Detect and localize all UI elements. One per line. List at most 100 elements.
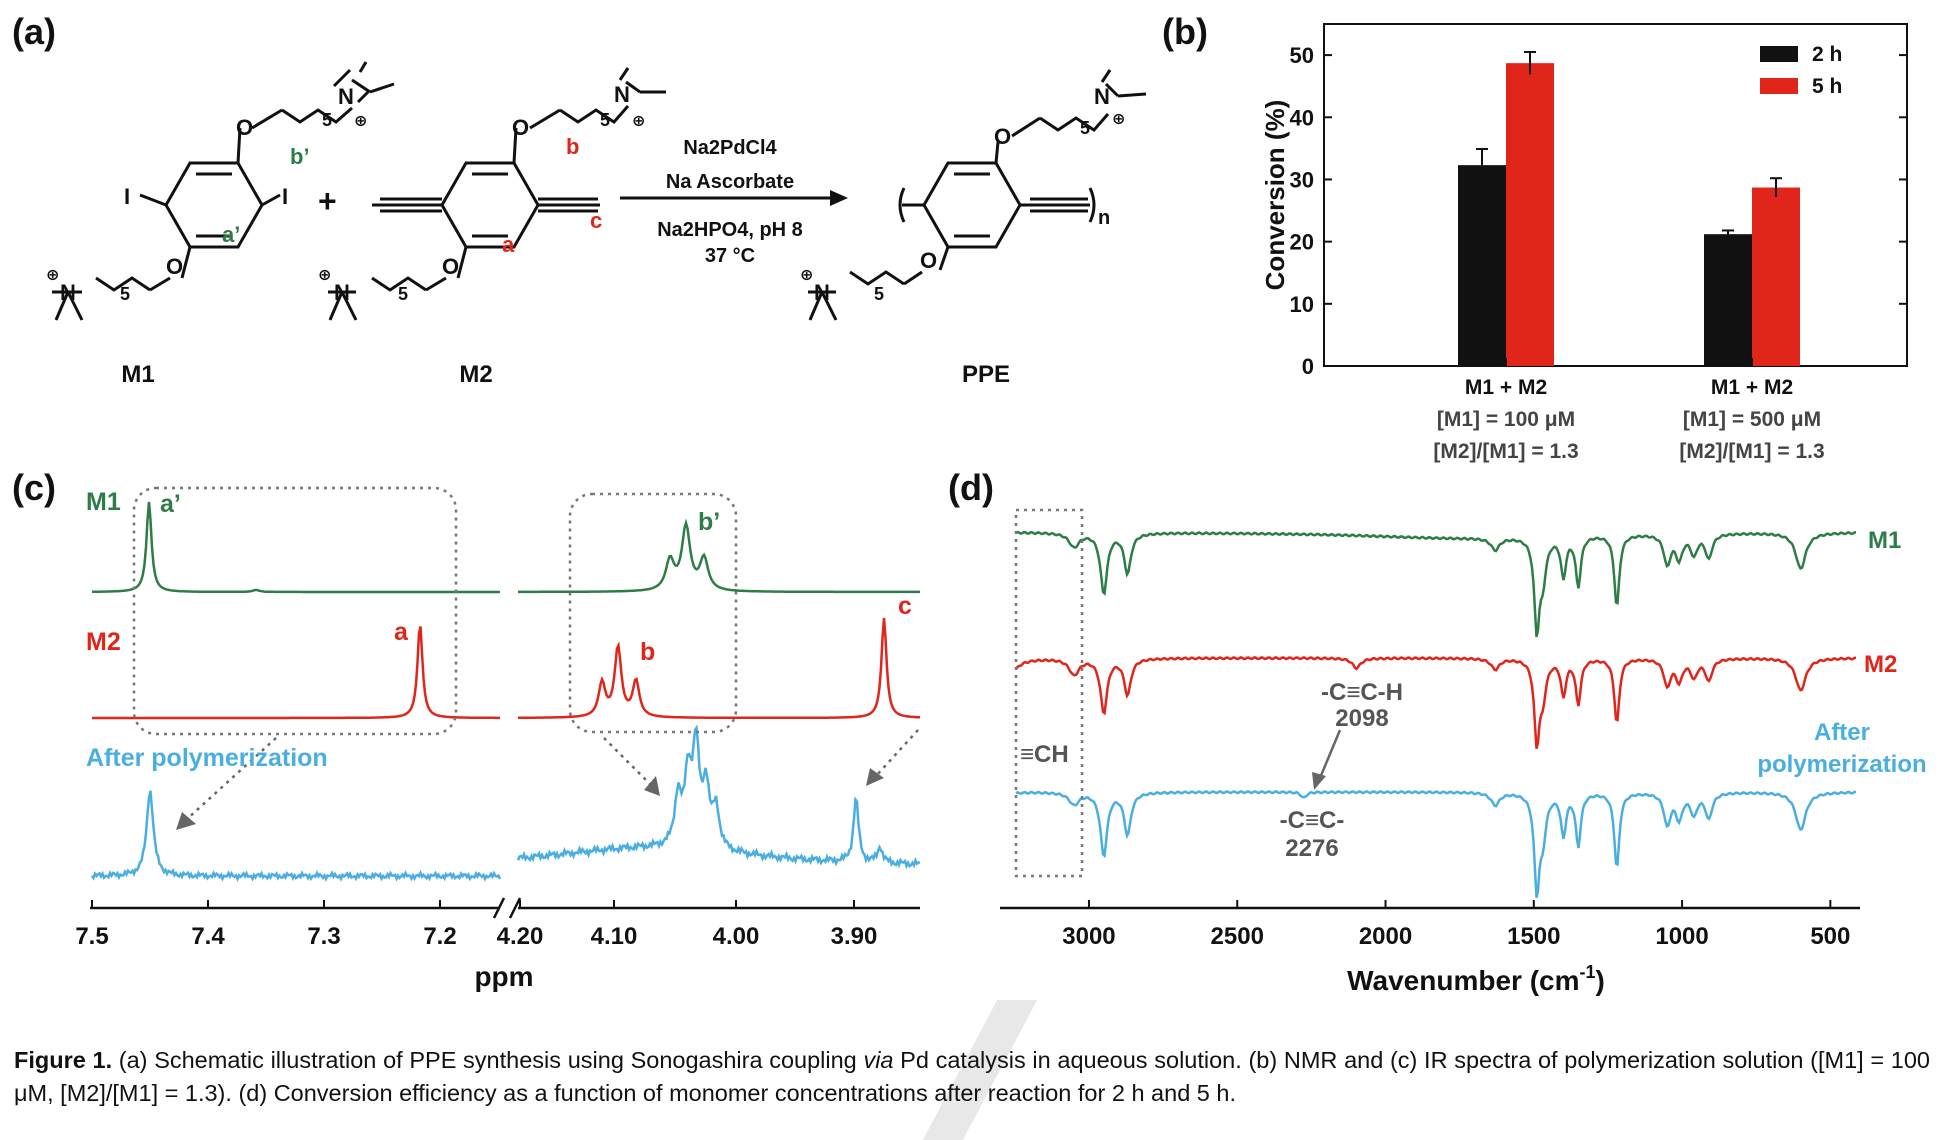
ir-label-after-2: polymerization — [1757, 751, 1926, 778]
ir-label-m2: M2 — [1864, 651, 1897, 678]
nmr-trace-after-right — [516, 724, 920, 870]
reagent-4: 37 °C — [705, 245, 755, 267]
reaction-scheme — [52, 61, 1147, 321]
bar-2h-0 — [1458, 165, 1506, 366]
legend-swatch-5h — [1760, 78, 1798, 94]
ppe-subscript-n: n — [1098, 207, 1110, 229]
y-tick-label: 30 — [1290, 167, 1314, 192]
ir-trace-after — [1015, 790, 1857, 898]
nmr-tick-label: 4.00 — [713, 923, 760, 950]
legend-label-5h: 5 h — [1812, 75, 1842, 98]
nmr-tick-label: 3.90 — [831, 923, 878, 950]
m2-five-top: 5 — [600, 110, 610, 130]
caption-label: Figure 1. — [14, 1047, 113, 1073]
legend-swatch-2h — [1760, 46, 1798, 62]
proton-a: a — [502, 232, 515, 257]
nmr-tick-label: 7.4 — [191, 923, 225, 950]
category-label-line: M1 + M2 — [1465, 376, 1547, 399]
m1-oxygen-top: O — [236, 115, 253, 140]
nmr-x-label: ppm — [474, 961, 533, 992]
ir-tick-label: 2000 — [1359, 923, 1412, 950]
m2-oxygen-bottom: O — [442, 254, 459, 279]
y-tick-label: 0 — [1302, 354, 1314, 379]
m2-nitrogen-top: N — [614, 82, 630, 107]
iodine-left: I — [124, 184, 130, 209]
ir-label-ch: ≡CH — [1020, 741, 1069, 768]
ir-tick-label: 2500 — [1211, 923, 1264, 950]
nmr-trace-after-left — [90, 790, 502, 883]
ir-trace-m1 — [1015, 530, 1856, 638]
m1-five-bottom: 5 — [120, 284, 130, 304]
y-tick-label: 20 — [1290, 230, 1314, 255]
nmr-label-a: a — [394, 618, 409, 646]
ppe-label: PPE — [962, 361, 1010, 388]
bar-5h-1 — [1752, 187, 1800, 366]
ppe-nitrogen-top: N — [1094, 84, 1110, 109]
ppe-oxygen-top: O — [994, 124, 1011, 149]
reagent-2: Na Ascorbate — [666, 171, 794, 193]
m1-five-top: 5 — [322, 110, 332, 130]
ir-tick-label: 1500 — [1507, 923, 1560, 950]
bar-chart-legend: 2 h 5 h — [1760, 43, 1842, 98]
nmr-trace-m1-right — [518, 518, 920, 594]
ppe-charge-top: ⊕ — [1112, 111, 1125, 128]
ir-x-ticks: 3000 2500 2000 1500 1000 500 — [1062, 900, 1850, 950]
nmr-spectra-panel: 7.5 7.4 7.3 7.2 4.20 4.10 4.00 3.90 ppm M1 a’ b… — [75, 486, 921, 992]
ir-label-m1: M1 — [1868, 527, 1901, 554]
ppe-charge-bottom: ⊕ — [800, 267, 813, 284]
y-tick-label: 10 — [1290, 292, 1314, 317]
ir-x-label-end: ) — [1596, 965, 1605, 996]
iodine-right: I — [282, 184, 288, 209]
ir-tick-label: 3000 — [1062, 923, 1115, 950]
nmr-tick-label: 7.3 — [307, 923, 340, 950]
nmr-label-m2: M2 — [86, 628, 121, 656]
m1-benzene-ring — [164, 161, 264, 249]
category-label-line: [M1] = 500 μM — [1683, 408, 1821, 431]
ir-ch-box — [1014, 508, 1084, 878]
figure-caption: Figure 1. (a) Schematic illustration of … — [14, 1044, 1930, 1110]
bar-chart-y-label: Conversion (%) — [1260, 100, 1290, 291]
ppe-benzene-ring — [922, 161, 1022, 249]
panel-label-c: (c) — [12, 467, 56, 508]
m2-five-bottom: 5 — [398, 284, 408, 304]
bar-chart-bars — [1458, 50, 1800, 366]
m2-nitrogen-bottom: N — [334, 280, 350, 305]
reagent-3: Na2HPO4, pH 8 — [657, 219, 803, 241]
ppe-oxygen-bottom: O — [920, 248, 937, 273]
bar-chart-frame — [1323, 23, 1908, 367]
m1-label: M1 — [121, 361, 154, 388]
proton-b-prime: b’ — [290, 144, 310, 169]
proton-c: c — [590, 208, 602, 233]
ir-label-cch: -C≡C-H — [1321, 679, 1403, 706]
ir-x-label-main: Wavenumber (cm — [1347, 965, 1579, 996]
panel-label-b: (b) — [1162, 11, 1208, 52]
nmr-tick-label: 4.20 — [497, 923, 544, 950]
ir-x-label: Wavenumber (cm-1) — [1347, 962, 1605, 996]
nmr-trace-m1-left — [91, 501, 500, 594]
nmr-label-c: c — [898, 592, 912, 620]
nmr-arrow-2 — [603, 737, 651, 785]
nmr-label-m1: M1 — [86, 488, 121, 516]
m1-charge-top: ⊕ — [354, 113, 367, 130]
nmr-trace-m2-right — [518, 617, 921, 720]
ppe-five-bottom: 5 — [874, 284, 884, 304]
caption-part-1: (a) Schematic illustration of PPE synthe… — [112, 1047, 864, 1073]
nmr-x-axis — [90, 897, 920, 919]
m1-charge-bottom: ⊕ — [46, 267, 59, 284]
bar-2h-1 — [1704, 234, 1752, 366]
panel-label-d: (d) — [948, 467, 994, 508]
ppe-nitrogen-bottom: N — [814, 280, 830, 305]
bar-chart-y-ticks: 0 10 20 30 40 50 — [1290, 43, 1907, 379]
caption-via: via — [863, 1047, 894, 1073]
ir-label-cc-value: 2276 — [1285, 835, 1338, 862]
bar-5h-0 — [1506, 63, 1554, 366]
ir-tick-label: 1000 — [1655, 923, 1708, 950]
scheme-proton-labels: b’ a’ b c a — [222, 134, 602, 257]
reagent-1: Na2PdCl4 — [683, 137, 777, 159]
m1-oxygen-bottom: O — [166, 254, 183, 279]
nmr-box-left — [132, 486, 458, 736]
panel-label-a: (a) — [12, 11, 56, 52]
ir-spectra — [1014, 530, 1857, 898]
caption-part-2: Pd catalysis in aqueous solution. (b) NM… — [14, 1047, 1930, 1106]
ir-trace-m2 — [1014, 656, 1857, 749]
